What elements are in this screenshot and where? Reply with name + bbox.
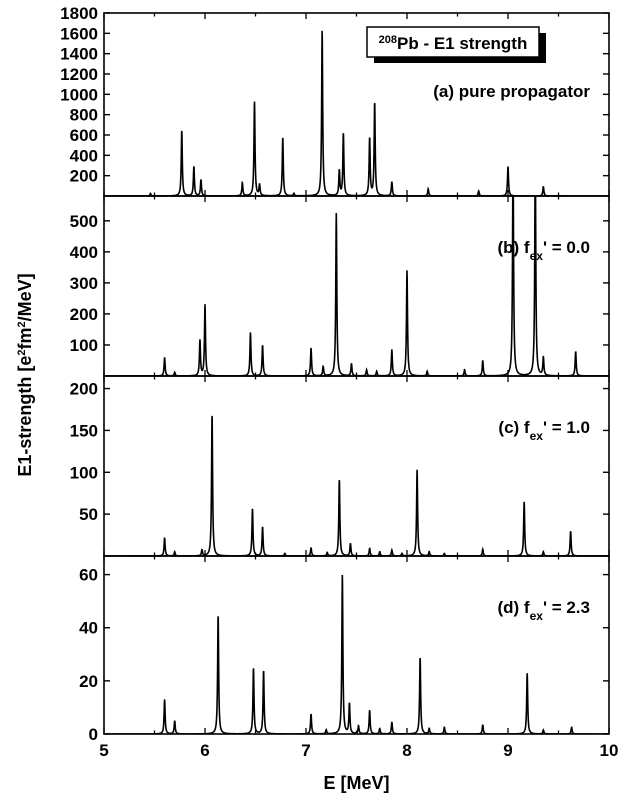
panel: 0 20 40 60 (d) fex' = 2.3 — [79, 555, 610, 744]
legend-frame — [366, 26, 540, 58]
x-tick-label: 9 — [503, 741, 512, 760]
x-tick-label: 8 — [402, 741, 411, 760]
panel-frame — [103, 375, 610, 557]
y-tick-label: 1800 — [60, 4, 98, 23]
y-axis-title-sup: 2 — [16, 321, 28, 327]
y-axis-title-part: fm — [15, 327, 35, 349]
y-axis-title-part: E1-strength [e — [15, 356, 35, 477]
y-axis-title: E1-strength [e2fm2/MeV] — [15, 273, 35, 476]
panel-label: (b) fex' = 0.0 — [497, 238, 590, 263]
panel-label-main: (b) f — [497, 238, 529, 257]
y-tick-label: 1400 — [60, 45, 98, 64]
peak-point — [338, 478, 340, 480]
panel-label-tail: ' = 2.3 — [543, 598, 590, 617]
legend-box: 208Pb - E1 strength — [366, 26, 546, 63]
y-tick-label: 20 — [79, 672, 98, 691]
y-tick-label: 1200 — [60, 65, 98, 84]
panel-label-main: (d) f — [497, 598, 529, 617]
panel-label-sub: ex — [530, 609, 544, 623]
panel-label-main: (c) f — [498, 418, 530, 437]
figure-title-sup: 208 — [379, 34, 397, 46]
panel-label-sub: ex — [530, 249, 544, 263]
y-tick-label: 60 — [79, 566, 98, 585]
x-tick-label: 10 — [600, 741, 619, 760]
panel-label: (a) pure propagator — [433, 82, 590, 101]
panel-label-main: (a) pure propagator — [433, 82, 590, 101]
y-axis-title-sup: 2 — [16, 349, 28, 355]
y-tick-label: 100 — [70, 463, 98, 482]
y-tick-label: 40 — [79, 619, 98, 638]
y-tick-label: 500 — [70, 212, 98, 231]
y-tick-label: 50 — [79, 505, 98, 524]
panel-label-sub: ex — [530, 429, 544, 443]
figure-title-text: Pb - E1 strength — [397, 34, 527, 53]
x-axis-title: E [MeV] — [323, 773, 389, 793]
y-tick-label: 1600 — [60, 24, 98, 43]
y-tick-label: 800 — [70, 106, 98, 125]
panel: 50 100 150 200 (c) fex' = 1.0 — [70, 375, 610, 557]
x-tick-label: 6 — [200, 741, 209, 760]
y-tick-label: 600 — [70, 126, 98, 145]
panel-label-tail: ' = 0.0 — [543, 238, 590, 257]
y-tick-label: 300 — [70, 274, 98, 293]
y-tick-label: 1000 — [60, 85, 98, 104]
peak-point — [217, 613, 219, 615]
panel-label: (d) fex' = 2.3 — [497, 598, 590, 623]
y-tick-label: 400 — [70, 146, 98, 165]
y-tick-label: 400 — [70, 243, 98, 262]
y-tick-label: 100 — [70, 336, 98, 355]
y-axis-title-part: /MeV] — [15, 273, 35, 321]
panel-label-tail: ' = 1.0 — [543, 418, 590, 437]
y-tick-label: 200 — [70, 305, 98, 324]
y-tick-label: 200 — [70, 380, 98, 399]
x-tick-label: 7 — [301, 741, 310, 760]
y-tick-label: 0 — [89, 725, 98, 744]
panel-frame — [103, 555, 610, 735]
panel-label: (c) fex' = 1.0 — [498, 418, 590, 443]
panel: 100 200 300 400 500 (b) fex' = 0.0 — [70, 195, 610, 377]
peak-point — [419, 656, 421, 658]
spectrum-line — [104, 574, 609, 734]
x-axis: 5 6 7 8 9 10 — [99, 741, 618, 760]
peak-point — [211, 413, 213, 415]
y-tick-label: 200 — [70, 167, 98, 186]
y-tick-label: 150 — [70, 421, 98, 440]
x-tick-label: 5 — [99, 741, 108, 760]
peak-point — [181, 129, 183, 131]
figure-title: 208Pb - E1 strength — [379, 34, 528, 53]
